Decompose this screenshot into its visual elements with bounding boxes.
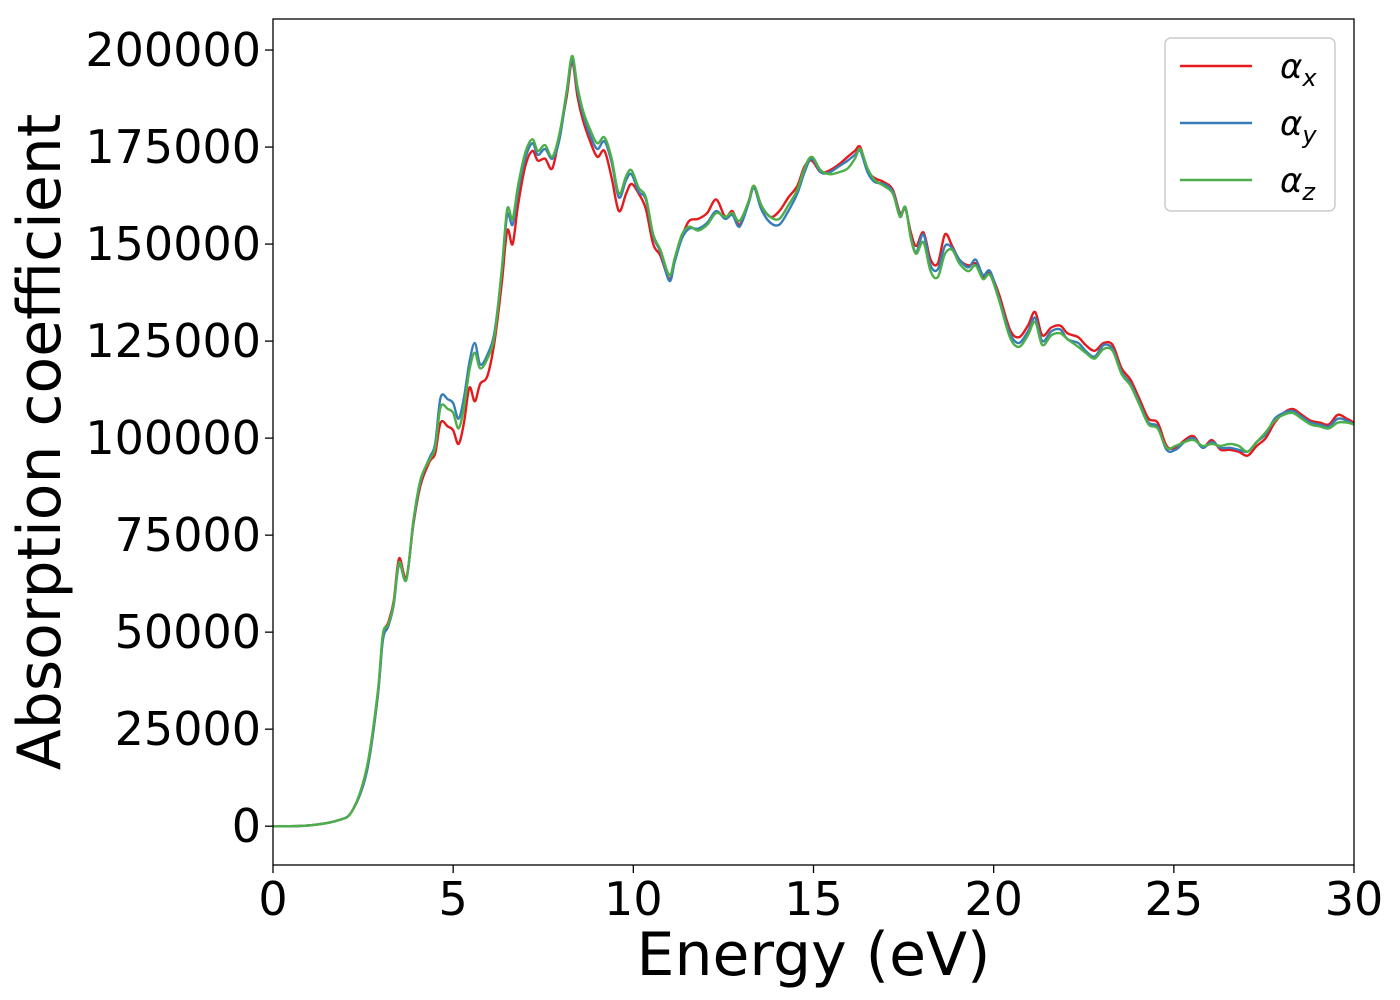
x-tick-label: 10 <box>604 872 663 926</box>
legend-label-x: αx <box>1280 47 1317 92</box>
y-tick-label: 25000 <box>115 702 261 756</box>
series-layer <box>272 54 1355 828</box>
x-tick-label: 30 <box>1325 872 1384 926</box>
x-tick-label: 20 <box>964 872 1023 926</box>
y-tick-label: 50000 <box>115 605 261 659</box>
y-axis: 0 25000 50000 75000 100000 125000 150000 175000… <box>85 23 273 853</box>
legend-label-y: αy <box>1280 104 1317 149</box>
y-tick-label: 125000 <box>85 314 261 368</box>
y-tick-label: 0 <box>232 799 261 853</box>
x-tick-label: 0 <box>258 872 287 926</box>
legend-label-z: αz <box>1280 161 1316 206</box>
legend: αx αy αz <box>1164 37 1336 212</box>
x-tick-label: 5 <box>439 872 468 926</box>
x-axis: 0 5 10 15 20 25 30 <box>258 865 1383 926</box>
y-tick-label: 175000 <box>85 120 261 174</box>
legend-box <box>1164 37 1336 212</box>
y-tick-label: 150000 <box>85 217 261 271</box>
y-tick-label: 100000 <box>85 411 261 465</box>
x-tick-label: 25 <box>1145 872 1204 926</box>
x-tick-label: 15 <box>784 872 843 926</box>
x-axis-title: Energy (eV) <box>637 920 991 990</box>
y-tick-label: 200000 <box>85 23 261 77</box>
series-line-z <box>272 54 1355 828</box>
y-tick-label: 75000 <box>115 508 261 562</box>
y-axis-title: Absorption coefficient <box>5 114 75 771</box>
